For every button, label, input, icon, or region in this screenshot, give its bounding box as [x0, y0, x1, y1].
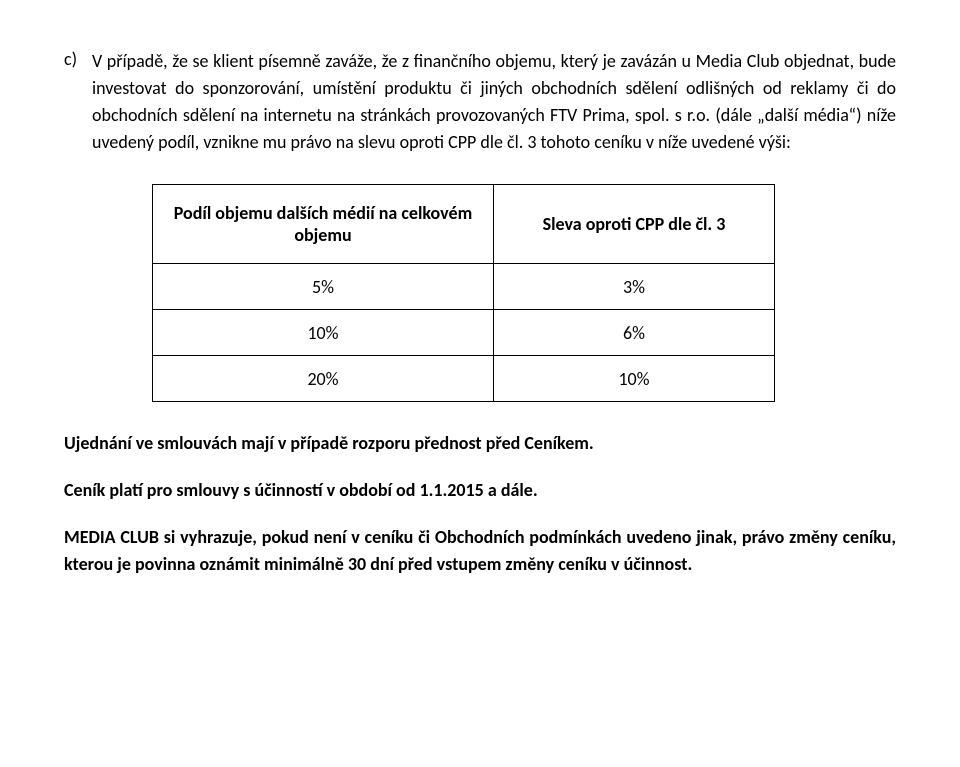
cell-share: 10%: [153, 310, 494, 356]
discount-table-wrap: Podíl objemu dalších médií na celkovém o…: [92, 184, 896, 402]
table-header-share: Podíl objemu dalších médií na celkovém o…: [153, 185, 494, 264]
clause-text: V případě, že se klient písemně zaváže, …: [92, 48, 896, 156]
table-header-discount: Sleva oproti CPP dle čl. 3: [494, 185, 775, 264]
table-row: 20% 10%: [153, 356, 775, 402]
note-precedence: Ujednání ve smlouvách mají v případě roz…: [64, 430, 896, 457]
clause-c: c) V případě, že se klient písemně zaváž…: [64, 48, 896, 168]
clause-marker: c): [64, 48, 92, 168]
note-reservation: MEDIA CLUB si vyhrazuje, pokud není v ce…: [64, 524, 896, 578]
table-row: 10% 6%: [153, 310, 775, 356]
cell-share: 5%: [153, 264, 494, 310]
cell-share: 20%: [153, 356, 494, 402]
discount-table: Podíl objemu dalších médií na celkovém o…: [152, 184, 775, 402]
note-validity: Ceník platí pro smlouvy s účinností v ob…: [64, 477, 896, 504]
table-header-row: Podíl objemu dalších médií na celkovém o…: [153, 185, 775, 264]
table-row: 5% 3%: [153, 264, 775, 310]
cell-discount: 10%: [494, 356, 775, 402]
cell-discount: 6%: [494, 310, 775, 356]
cell-discount: 3%: [494, 264, 775, 310]
